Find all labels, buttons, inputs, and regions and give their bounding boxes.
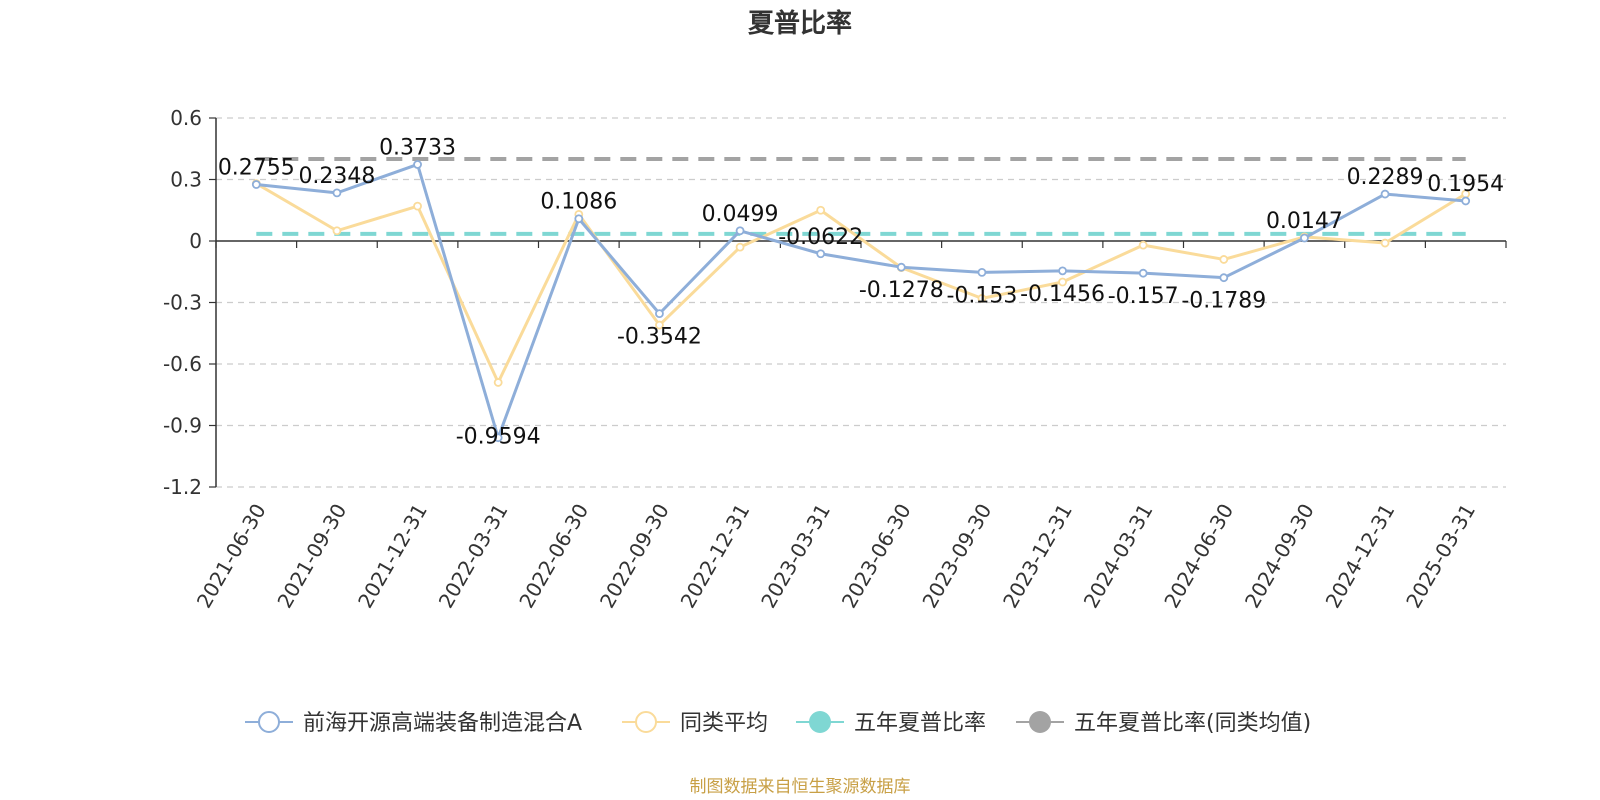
y-tick-label: -0.9 <box>163 414 202 438</box>
legend-item[interactable]: 五年夏普比率 <box>796 711 986 736</box>
x-tick-label: 2022-06-30 <box>514 500 593 613</box>
peer-average-point <box>332 226 342 236</box>
fund-point <box>1461 196 1471 206</box>
peer-average-point <box>816 205 826 215</box>
data-label: 0.2289 <box>1347 165 1424 190</box>
data-label: -0.1278 <box>859 278 944 303</box>
legend-label: 五年夏普比率(同类均值) <box>1074 711 1311 736</box>
peer-average-point <box>1380 238 1390 248</box>
x-tick-label: 2023-12-31 <box>998 500 1077 613</box>
reference-lines <box>256 157 1466 236</box>
source-note: 制图数据来自恒生聚源数据库 <box>690 777 911 797</box>
peer-average-point <box>413 201 422 211</box>
legend-item[interactable]: 同类平均 <box>622 711 768 736</box>
fund-point <box>332 188 342 198</box>
legend-label: 前海开源高端装备制造混合A <box>303 711 582 736</box>
legend-item[interactable]: 五年夏普比率(同类均值) <box>1016 711 1311 736</box>
legend-marker-icon <box>635 711 657 733</box>
data-label: -0.9594 <box>456 425 541 450</box>
x-tick-label: 2025-03-31 <box>1401 500 1480 613</box>
fund-point <box>896 262 906 272</box>
fund-point <box>574 214 584 224</box>
x-tick-label: 2024-09-30 <box>1240 500 1319 613</box>
y-tick-label: 0 <box>189 229 202 253</box>
data-label: 0.0147 <box>1266 209 1343 234</box>
legend-marker-icon <box>1029 711 1051 733</box>
x-tick-label: 2023-09-30 <box>917 500 996 613</box>
data-label: 0.2755 <box>218 156 295 181</box>
fund-point <box>1058 266 1067 276</box>
data-label: -0.1456 <box>1020 282 1105 307</box>
legend-marker-icon <box>258 711 280 733</box>
peer-average-point <box>1219 255 1229 264</box>
x-tick-label: 2023-03-31 <box>756 500 835 613</box>
peer-average-point <box>655 320 664 330</box>
data-label: 0.1086 <box>540 190 617 215</box>
data-label: 0.3733 <box>379 135 456 160</box>
fund-point <box>735 226 745 236</box>
x-tick-label: 2021-12-31 <box>353 500 432 613</box>
data-label: -0.3542 <box>617 325 702 350</box>
peer-average-point <box>493 378 503 387</box>
data-label: 0.1954 <box>1427 172 1504 197</box>
fund-point <box>493 433 503 443</box>
data-label: -0.1789 <box>1181 289 1266 314</box>
fund-point <box>816 249 826 259</box>
fund-point <box>1219 273 1229 283</box>
legend-label: 五年夏普比率 <box>854 711 986 736</box>
x-tick-label: 2023-06-30 <box>837 500 916 613</box>
y-tick-label: -1.2 <box>163 475 202 499</box>
x-tick-label: 2024-06-30 <box>1159 500 1238 613</box>
series-lines <box>251 160 1471 443</box>
fund-point <box>1300 233 1309 243</box>
fund-point <box>655 309 664 319</box>
x-tick-label: 2021-09-30 <box>272 500 351 613</box>
data-label: -0.0622 <box>778 225 863 250</box>
peer-average-point <box>735 242 745 252</box>
peer-average-point <box>1138 240 1148 250</box>
peer-average-point <box>977 293 987 303</box>
fund-point <box>1138 268 1148 278</box>
y-tick-label: 0.6 <box>170 106 202 130</box>
x-tick-label: 2022-09-30 <box>595 500 674 613</box>
legend-marker-icon <box>809 711 831 733</box>
fund-point <box>413 160 422 169</box>
fund-point <box>977 267 987 277</box>
y-tick-label: -0.3 <box>163 291 202 315</box>
legend-item[interactable]: 前海开源高端装备制造混合A <box>245 711 582 736</box>
data-label: 0.0499 <box>702 202 779 227</box>
peer-average-line <box>255 182 1467 384</box>
peer-average-point <box>1058 277 1067 287</box>
x-tick-label: 2024-03-31 <box>1079 500 1158 613</box>
fund-point <box>1380 189 1390 199</box>
data-label: -0.153 <box>946 283 1017 308</box>
chart-title: 夏普比率 <box>748 8 852 39</box>
x-tick-label: 2021-06-30 <box>192 500 271 613</box>
y-tick-label: -0.6 <box>163 352 202 376</box>
grid-lines <box>216 117 1506 488</box>
y-tick-label: 0.3 <box>170 168 202 192</box>
x-tick-label: 2024-12-31 <box>1320 500 1399 613</box>
legend: 前海开源高端装备制造混合A 同类平均 五年夏普比率 五年夏普比率(同类均值) <box>245 711 1311 736</box>
fund-line <box>256 162 1466 440</box>
fund-point <box>251 180 261 189</box>
data-label: 0.2348 <box>298 164 375 189</box>
data-label: -0.157 <box>1108 284 1179 309</box>
x-tick-label: 2022-12-31 <box>675 500 754 613</box>
legend-label: 同类平均 <box>680 711 768 736</box>
x-tick-label: 2022-03-31 <box>434 500 513 613</box>
